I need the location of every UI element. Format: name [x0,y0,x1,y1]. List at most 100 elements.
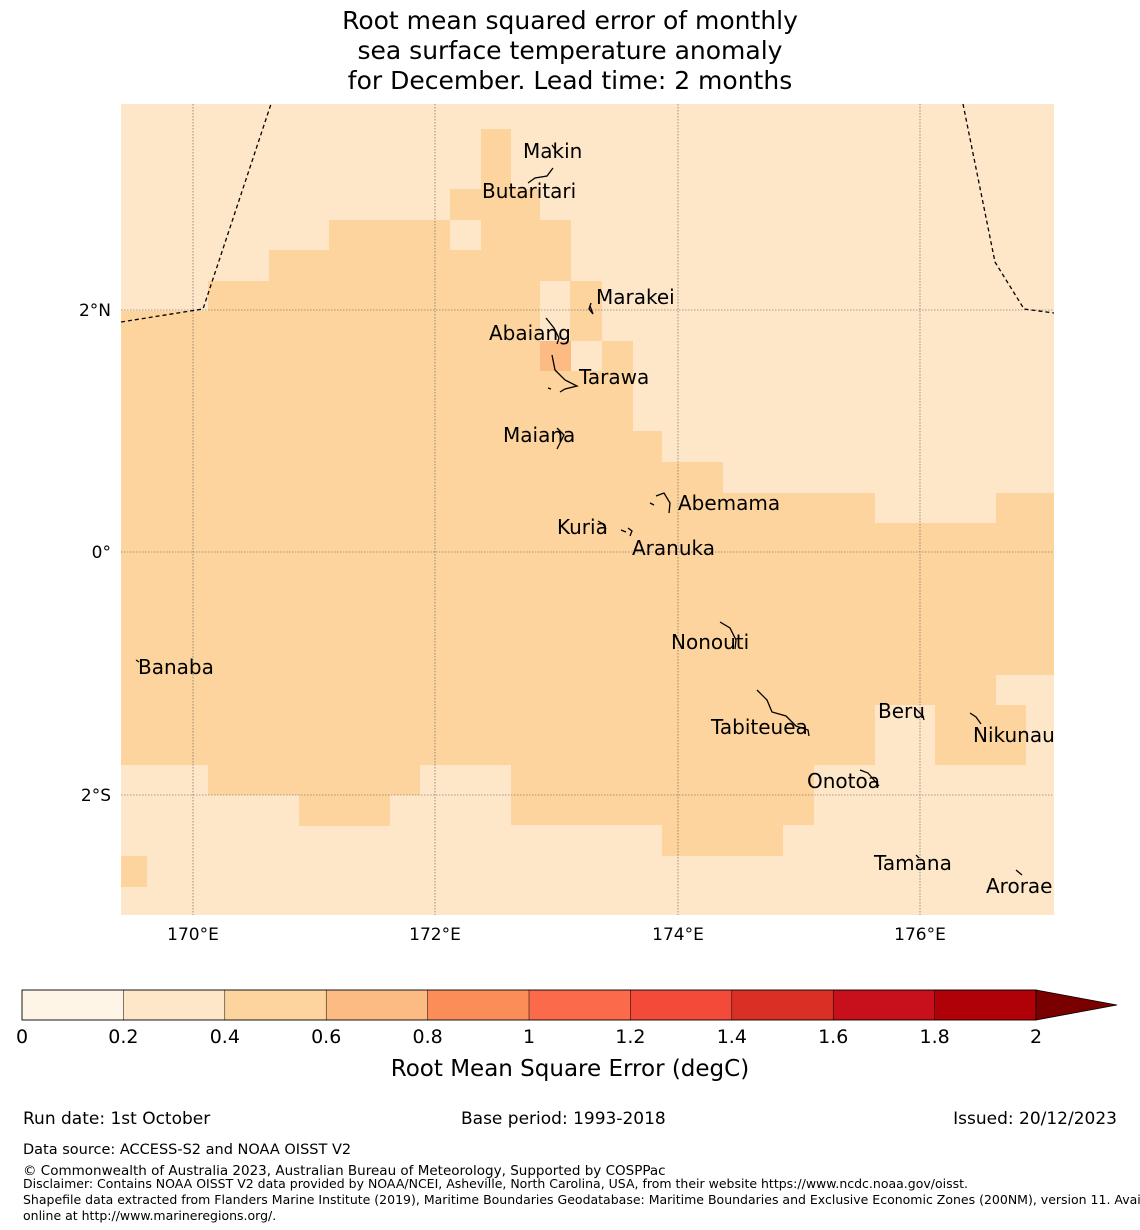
axis-ticks: 2°N 0° 2°S 170°E 172°E 174°E 176°E [79,301,946,945]
grid-cell [121,311,211,341]
grid-cell [935,705,1026,765]
island-label-nikunau: Nikunau [973,723,1055,747]
title-line-2: sea surface temperature anomaly [357,36,783,65]
grid-cell [329,220,450,250]
eez-boundary-east [962,104,1054,314]
title-line-3: for December. Lead time: 2 months [347,66,793,95]
lon-tick-172e: 172°E [409,925,461,945]
coast-nikunau [969,712,982,725]
coast-beru [914,707,925,721]
colorbar-frame [21,989,1037,1021]
coast-tamana [915,854,920,859]
coast-maiana [556,427,565,450]
grid-cell [511,159,521,189]
coast-nonouti [719,621,737,650]
grid-cell [299,795,390,826]
coast-marakei [588,302,594,315]
shapefile-text-line-2: online at http://www.marineregions.org/. [23,1208,277,1223]
lat-tick-2n: 2°N [79,301,111,321]
lon-tick-176e: 176°E [894,925,946,945]
grid-cell [121,735,875,765]
base-period: Base period: 1993-2018 [461,1109,666,1129]
island-labels: Makin Butaritari Marakei Abaiang Tarawa … [138,139,1055,898]
island-label-marakei: Marakei [596,285,675,309]
title-line-1: Root mean squared error of monthly [342,6,798,35]
shapefile-text-line-1: Shapefile data extracted from Flanders M… [23,1192,1140,1207]
grid-cell [481,129,511,159]
colorbar-swatch [21,989,125,1021]
colorbar-swatch [224,989,327,1021]
colorbar-tick-label: 1.4 [717,1026,747,1048]
coast-makin [551,144,556,150]
island-label-abemama: Abemama [678,491,780,515]
coast-banaba [135,659,140,663]
coast-abaiang [545,317,560,345]
graticule [121,104,1054,915]
island-label-maiana: Maiana [503,423,575,447]
eez-boundaries [121,104,1054,323]
colorbar-tick-label: 1.2 [615,1026,645,1048]
colorbar-swatch [630,989,733,1021]
eez-boundary-west [121,104,272,323]
colorbar-tick-label: 1.6 [818,1026,848,1048]
run-date: Run date: 1st October [23,1109,211,1129]
colorbar-tick-label: 0.8 [412,1026,442,1048]
colorbar: 0 0.2 0.4 0.6 0.8 1 1.2 1.4 1.6 1.8 2 Root Mean Sq… [16,989,1118,1082]
grid-cell [121,493,875,523]
coast-tabiteuea [756,689,810,737]
coast-arorae [1015,869,1023,876]
colorbar-tick-label: 0.2 [108,1026,138,1048]
colorbar-swatch [832,989,936,1021]
colorbar-swatch [325,989,429,1021]
issued-date: Issued: 20/12/2023 [953,1109,1117,1129]
colorbar-swatch [123,989,226,1021]
rmse-map: Makin Butaritari Marakei Abaiang Tarawa … [16,104,1118,1082]
colorbar-swatch [528,989,632,1021]
colorbar-tick-label: 0.6 [311,1026,341,1048]
chart-title: Root mean squared error of monthly sea s… [0,6,1140,96]
coast-tarawa [551,354,579,393]
grid-cell [269,250,571,281]
grid-cell [662,825,783,856]
grid-cell [540,341,571,371]
island-label-tabiteuea: Tabiteuea [710,715,808,739]
colorbar-swatch [731,989,834,1021]
grid-cell [570,281,602,341]
island-label-kuria: Kuria [557,515,608,539]
copyright-text: © Commonwealth of Australia 2023, Austra… [23,1163,666,1179]
colorbar-label: Root Mean Square Error (degC) [391,1056,749,1082]
coast-butaritari [527,167,554,184]
island-label-banaba: Banaba [138,655,214,679]
colorbar-tick-label: 1 [523,1026,535,1048]
grid-cell [121,675,996,705]
grid-cell [450,189,540,220]
lon-tick-170e: 170°E [167,925,219,945]
island-label-makin: Makin [523,139,582,163]
data-source: Data source: ACCESS-S2 and NOAA OISST V2 [23,1142,352,1158]
island-label-beru: Beru [878,699,925,723]
grid-cell [208,281,540,341]
grid-cell [121,462,723,493]
island-label-arorae: Arorae [986,874,1052,898]
coast-abemama-west [649,502,655,506]
island-coastlines [135,144,1023,876]
coast-kuria [597,520,607,530]
island-label-nonouti: Nonouti [671,630,749,654]
island-label-aranuka: Aranuka [632,536,715,560]
island-label-butaritari: Butaritari [482,179,576,203]
colorbar-ticks: 0 0.2 0.4 0.6 0.8 1 1.2 1.4 1.6 1.8 2 [16,1026,1042,1048]
island-label-tarawa: Tarawa [578,365,649,389]
island-label-onotoa: Onotoa [807,769,880,793]
coast-tarawa-islet [547,387,552,390]
colorbar-swatches [21,989,1037,1021]
grid-cell [121,705,875,735]
colorbar-tick-label: 0 [16,1026,28,1048]
coast-aranuka [620,527,633,537]
grid-cell [996,493,1054,523]
lon-tick-174e: 174°E [652,925,704,945]
disclaimer-text: Disclaimer: Contains NOAA OISST V2 data … [23,1176,968,1191]
grid-cell [481,220,571,250]
colorbar-swatch [427,989,530,1021]
lat-tick-2s: 2°S [81,786,111,806]
island-label-abaiang: Abaiang [489,321,571,345]
